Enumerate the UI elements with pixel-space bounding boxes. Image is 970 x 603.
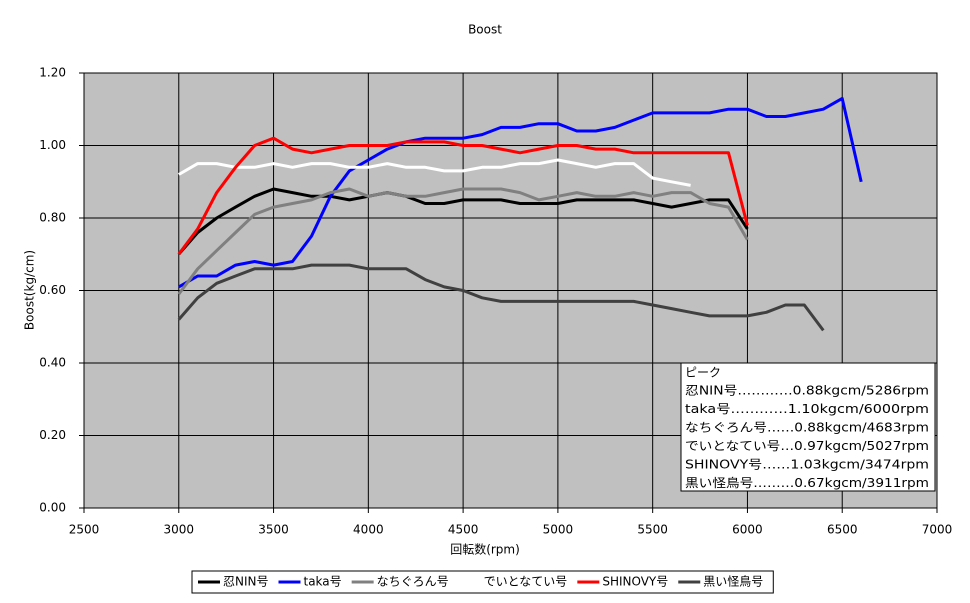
series-line — [178, 158, 691, 187]
series-line — [177, 136, 749, 256]
legend-label: 忍NIN号 — [223, 575, 269, 589]
y-tick-label: 1.20 — [39, 66, 66, 80]
legend-label: 黒い怪鳥号 — [703, 574, 763, 589]
legend: 忍NIN号 taka号 なちぐろん号 でいとなてい号 SHINOVY号 黒い怪鳥号 — [191, 570, 774, 594]
x-tick-label: 3000 — [164, 523, 195, 537]
y-tick-label: 0.40 — [39, 356, 66, 370]
annotation-line: taka号…………1.10kgcm/6000rpm — [685, 402, 929, 416]
x-tick-label: 4500 — [448, 523, 479, 537]
annotation-box — [680, 362, 936, 492]
x-tick-label: 6500 — [827, 523, 858, 537]
y-tick-label: 0.00 — [39, 501, 66, 515]
y-tick-label: 1.00 — [39, 138, 66, 152]
annotation-line: SHINOVY号……1.03kgcm/3474rpm — [685, 458, 929, 472]
series-line — [177, 187, 749, 295]
annotation-line: 黒い怪鳥号………0.67kgcm/3911rpm — [685, 475, 929, 490]
y-tick-label: 0.20 — [39, 428, 66, 442]
x-tick-label: 3500 — [258, 523, 289, 537]
annotation-line: 忍NIN号…………0.88kgcm/5286rpm — [685, 384, 929, 398]
series-line — [177, 263, 825, 332]
x-axis-label: 回転数(rpm) — [450, 542, 520, 557]
legend-label: SHINOVY号 — [602, 575, 668, 589]
x-tick-label: 6000 — [732, 523, 763, 537]
x-tick-label: 4000 — [353, 523, 384, 537]
legend-label: taka号 — [304, 575, 342, 589]
legend-box — [191, 570, 774, 594]
annotation-line: なちぐろん号……0.88kgcm/4683rpm — [685, 421, 929, 435]
series-line — [177, 187, 749, 256]
annotation-title: ピーク — [685, 366, 721, 380]
x-tick-label: 5000 — [543, 523, 574, 537]
y-tick-label: 0.80 — [39, 211, 66, 225]
y-axis-label: Boost(kg/cm) — [23, 250, 37, 330]
annotation-line: でいとなてい号…0.97kgcm/5027rpm — [685, 439, 929, 453]
x-tick-label: 2500 — [69, 523, 100, 537]
x-tick-label: 5500 — [637, 523, 668, 537]
series-line — [178, 96, 863, 289]
legend-label: でいとなてい号 — [484, 575, 568, 589]
legend-label: なちぐろん号 — [377, 575, 449, 589]
chart-title: Boost — [468, 23, 502, 37]
x-tick-label: 7000 — [922, 523, 953, 537]
y-tick-label: 0.60 — [39, 283, 66, 297]
